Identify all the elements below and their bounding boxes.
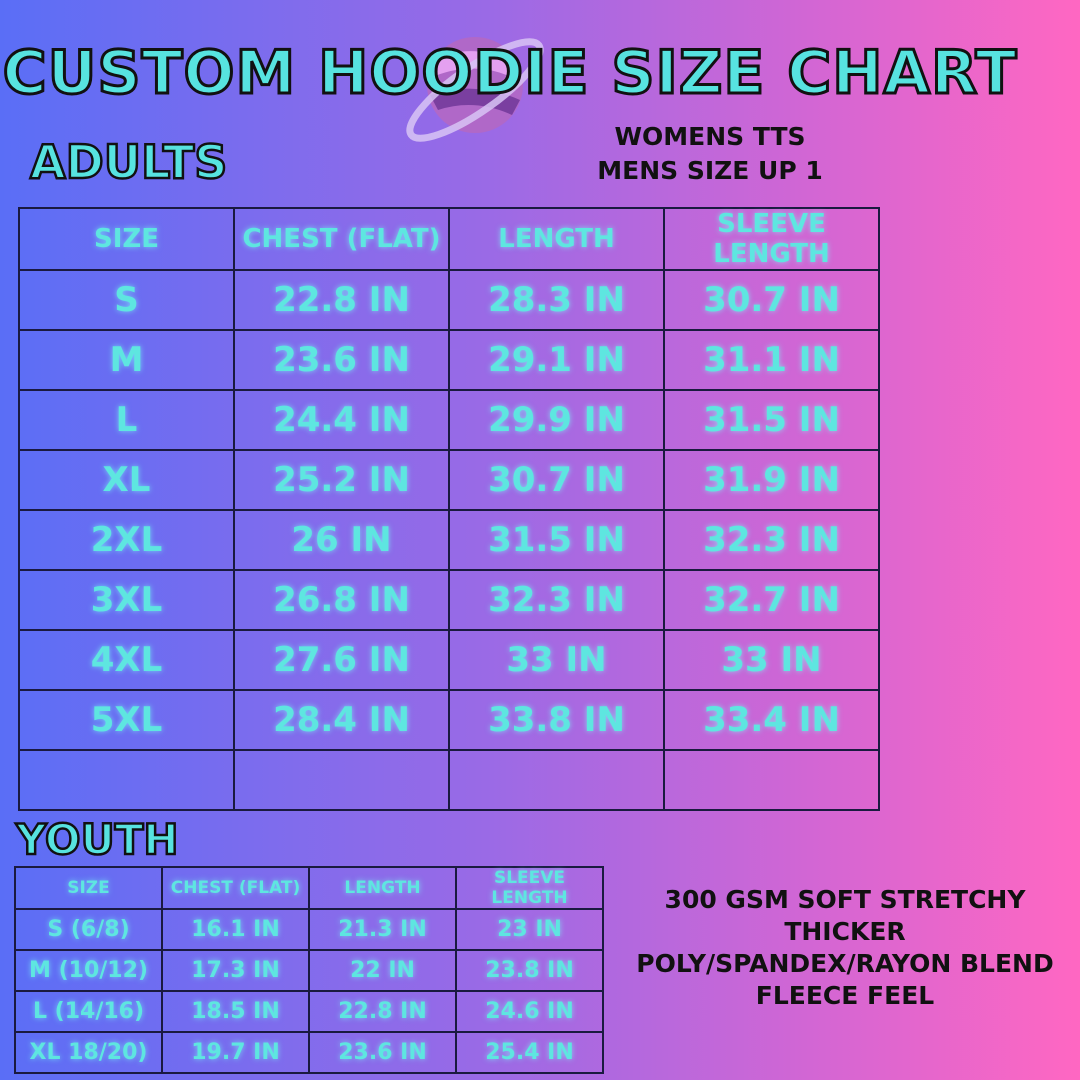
header-row: SIZE CHEST (FLAT) LENGTH SLEEVE LENGTH xyxy=(14,866,604,910)
table-cell: 23 IN xyxy=(455,908,604,951)
table-cell xyxy=(663,749,880,811)
table-cell: 4XL xyxy=(18,629,235,691)
header-row: SIZE CHEST (FLAT) LENGTH SLEEVE LENGTH xyxy=(18,207,880,271)
youth-heading: YOUTH xyxy=(15,814,180,866)
table-row: M (10/12) 17.3 IN 22 IN 23.8 IN xyxy=(14,949,604,992)
table-cell: 29.9 IN xyxy=(448,389,665,451)
column-header: SLEEVE LENGTH xyxy=(663,207,880,271)
table-cell: L (14/16) xyxy=(14,990,163,1033)
material-note: 300 GSM SOFT STRETCHY THICKER POLY/SPAND… xyxy=(620,884,1070,1012)
column-header: LENGTH xyxy=(308,866,457,910)
table-cell: 32.3 IN xyxy=(663,509,880,571)
table-cell: 32.7 IN xyxy=(663,569,880,631)
table-cell: 26 IN xyxy=(233,509,450,571)
table-cell: 24.6 IN xyxy=(455,990,604,1033)
table-cell: 5XL xyxy=(18,689,235,751)
table-row: M 23.6 IN 29.1 IN 31.1 IN xyxy=(18,329,880,391)
column-header: CHEST (FLAT) xyxy=(161,866,310,910)
table-cell xyxy=(233,749,450,811)
table-cell: 23.6 IN xyxy=(233,329,450,391)
table-cell: M xyxy=(18,329,235,391)
table-cell: 23.8 IN xyxy=(455,949,604,992)
table-cell: 31.9 IN xyxy=(663,449,880,511)
table-row: S (6/8) 16.1 IN 21.3 IN 23 IN xyxy=(14,908,604,951)
table-cell: 19.7 IN xyxy=(161,1031,310,1074)
table-cell xyxy=(448,749,665,811)
table-cell: 31.5 IN xyxy=(663,389,880,451)
table-cell: 25.4 IN xyxy=(455,1031,604,1074)
material-note-line: FLEECE FEEL xyxy=(755,981,935,1010)
table-cell: 33 IN xyxy=(448,629,665,691)
table-row: L 24.4 IN 29.9 IN 31.5 IN xyxy=(18,389,880,451)
table-cell: 16.1 IN xyxy=(161,908,310,951)
planet-icon xyxy=(406,37,544,142)
table-row: S 22.8 IN 28.3 IN 30.7 IN xyxy=(18,269,880,331)
column-header: SLEEVE LENGTH xyxy=(455,866,604,910)
table-cell: 24.4 IN xyxy=(233,389,450,451)
table-cell: 32.3 IN xyxy=(448,569,665,631)
table-row: L (14/16) 18.5 IN 22.8 IN 24.6 IN xyxy=(14,990,604,1033)
table-cell: 26.8 IN xyxy=(233,569,450,631)
table-cell: 30.7 IN xyxy=(663,269,880,331)
table-cell: 22.8 IN xyxy=(233,269,450,331)
column-header: SIZE xyxy=(14,866,163,910)
table-row: 4XL 27.6 IN 33 IN 33 IN xyxy=(18,629,880,691)
column-header: CHEST (FLAT) xyxy=(233,207,450,271)
table-cell: M (10/12) xyxy=(14,949,163,992)
table-row: 2XL 26 IN 31.5 IN 32.3 IN xyxy=(18,509,880,571)
table-cell: 23.6 IN xyxy=(308,1031,457,1074)
table-cell: L xyxy=(18,389,235,451)
table-cell: 30.7 IN xyxy=(448,449,665,511)
table-cell xyxy=(18,749,235,811)
column-header: LENGTH xyxy=(448,207,665,271)
table-cell: 3XL xyxy=(18,569,235,631)
table-cell: 18.5 IN xyxy=(161,990,310,1033)
column-header: SIZE xyxy=(18,207,235,271)
table-cell: 28.3 IN xyxy=(448,269,665,331)
table-cell: 22.8 IN xyxy=(308,990,457,1033)
table-cell: XL xyxy=(18,449,235,511)
table-cell: 33 IN xyxy=(663,629,880,691)
table-cell: 2XL xyxy=(18,509,235,571)
table-row xyxy=(18,749,880,811)
adults-size-table: SIZE CHEST (FLAT) LENGTH SLEEVE LENGTH S 22.8… xyxy=(18,207,880,811)
table-cell: 17.3 IN xyxy=(161,949,310,992)
page-title: CUSTOM HOODIE SIZE CHART xyxy=(1,37,1018,110)
table-cell: 27.6 IN xyxy=(233,629,450,691)
fit-note-line: WOMENS TTS xyxy=(614,122,806,151)
table-row: 5XL 28.4 IN 33.8 IN 33.4 IN xyxy=(18,689,880,751)
table-row: XL 25.2 IN 30.7 IN 31.9 IN xyxy=(18,449,880,511)
table-row: XL 18/20) 19.7 IN 23.6 IN 25.4 IN xyxy=(14,1031,604,1074)
table-cell: 21.3 IN xyxy=(308,908,457,951)
table-row: 3XL 26.8 IN 32.3 IN 32.7 IN xyxy=(18,569,880,631)
youth-size-table: SIZE CHEST (FLAT) LENGTH SLEEVE LENGTH S (6/… xyxy=(14,866,604,1074)
table-cell: XL 18/20) xyxy=(14,1031,163,1074)
material-note-line: THICKER xyxy=(784,917,906,946)
material-note-line: 300 GSM SOFT STRETCHY xyxy=(664,885,1026,914)
table-cell: S (6/8) xyxy=(14,908,163,951)
table-cell: 25.2 IN xyxy=(233,449,450,511)
table-cell: S xyxy=(18,269,235,331)
adults-heading: ADULTS xyxy=(29,134,229,191)
table-cell: 33.8 IN xyxy=(448,689,665,751)
table-cell: 29.1 IN xyxy=(448,329,665,391)
table-cell: 31.5 IN xyxy=(448,509,665,571)
fit-note: WOMENS TTS MENS SIZE UP 1 xyxy=(560,120,860,188)
table-cell: 28.4 IN xyxy=(233,689,450,751)
table-cell: 31.1 IN xyxy=(663,329,880,391)
fit-note-line: MENS SIZE UP 1 xyxy=(597,156,823,185)
table-cell: 33.4 IN xyxy=(663,689,880,751)
material-note-line: POLY/SPANDEX/RAYON BLEND xyxy=(636,949,1054,978)
table-cell: 22 IN xyxy=(308,949,457,992)
